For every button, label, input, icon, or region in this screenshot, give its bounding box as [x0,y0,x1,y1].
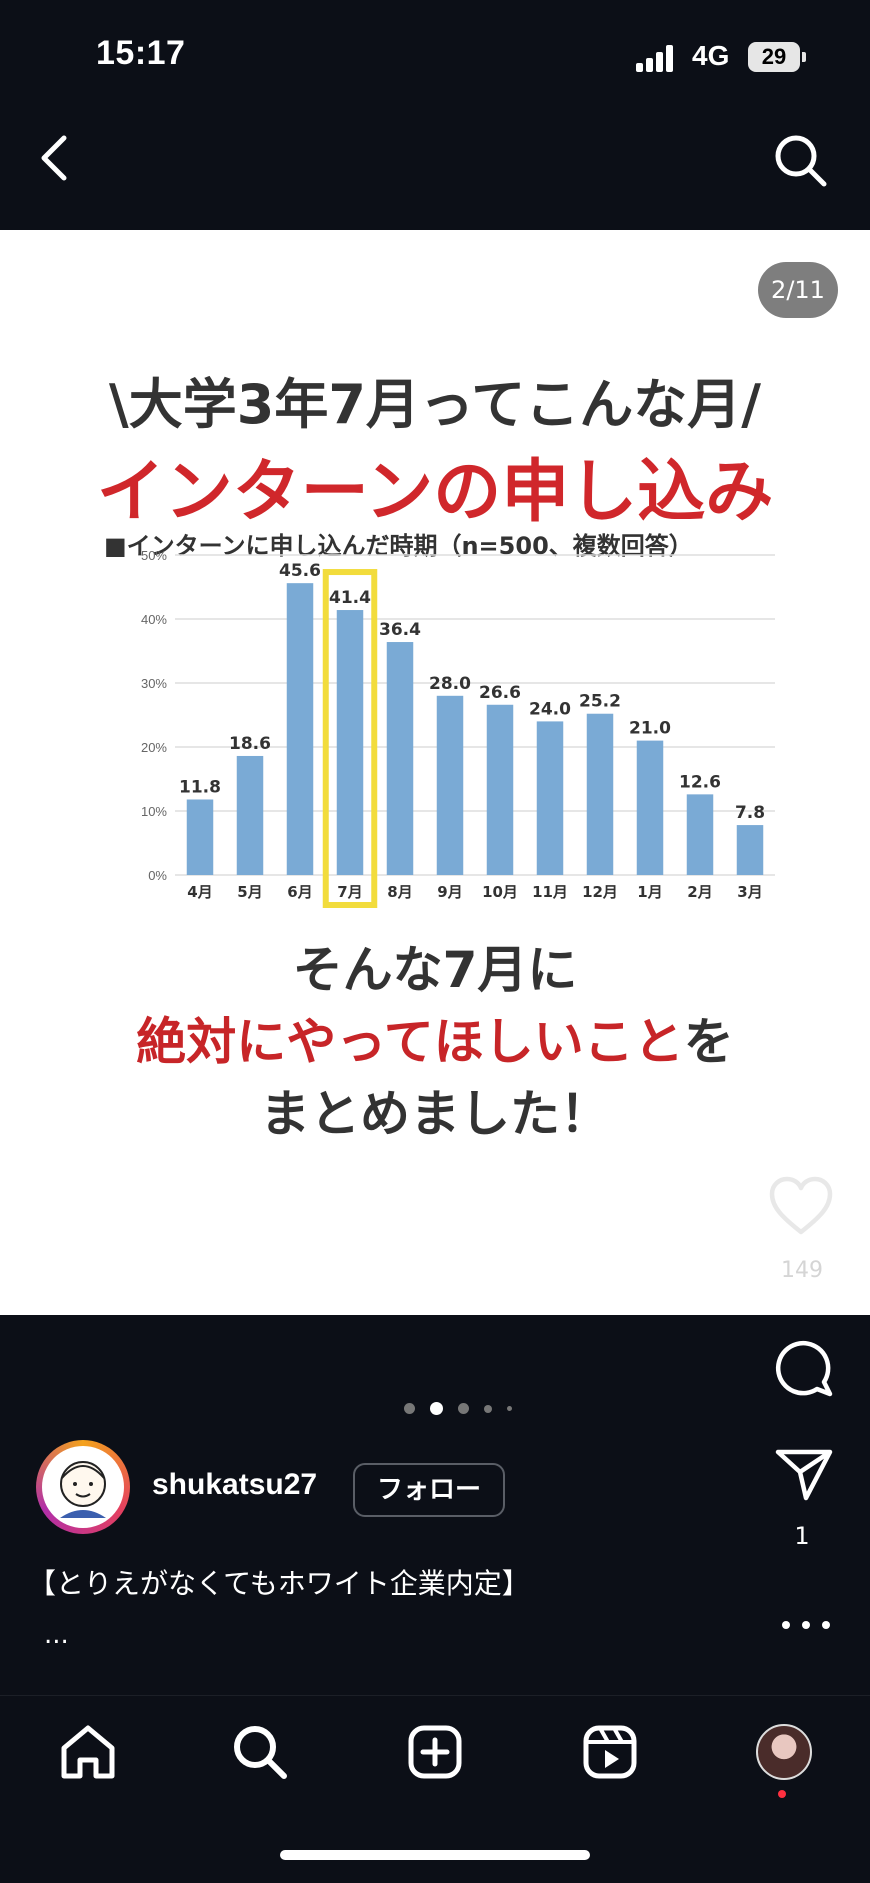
reels-icon[interactable] [580,1722,640,1782]
create-post-icon[interactable] [405,1722,465,1782]
bar-chart: 0% 10% 20% 30% 40% 50% 11.8 4月 18.6 5月 45.6 6月 41.4 7… [141,548,775,908]
home-icon[interactable] [58,1722,118,1782]
carousel-counter: 2/11 [758,262,838,318]
post-headline-red: インターンの申し込み [96,453,774,532]
search-icon[interactable] [772,132,828,188]
chart-data-label: 21.0 [629,719,671,739]
post-image[interactable] [0,230,870,1315]
chart-bar [636,740,664,875]
chart-y-tick-label: 0% [148,868,167,883]
more-options-icon[interactable] [778,1618,834,1632]
notification-dot [778,1790,786,1798]
chart-x-tick-label: 10月 [482,883,518,901]
carousel-dot [458,1403,470,1414]
carousel-dot [484,1404,493,1413]
chart-data-label: 12.6 [679,772,721,792]
back-arrow-icon[interactable] [36,134,76,182]
chart-bar [286,583,314,875]
chart-x-tick-label: 6月 [287,883,312,901]
post-subtext-1: そんな7月に [292,941,578,999]
chart-bar [536,721,564,875]
post-subtext-2-dark: を [683,1013,734,1071]
chart-data-label: 28.0 [429,674,471,694]
network-type: 4G [692,40,730,71]
chart-highlight-box [322,569,378,908]
battery-level: 29 [748,42,800,72]
chart-bar [686,794,714,875]
chart-data-label: 45.6 [279,561,321,581]
post-headline: \大学3年7月ってこんな月/ [109,373,761,436]
post-subtext-2-red: 絶対にやってほしいこと [136,1013,684,1071]
chart-bar [486,704,514,875]
chart-x-tick-label: 12月 [582,883,618,901]
like-count: 149 [781,1258,823,1283]
chart-y-tick-label: 20% [141,740,167,755]
post-subtext-2: 絶対にやってほしいことを [0,1002,870,1074]
chart-y-tick-label: 10% [141,804,167,819]
chart-data-label: 18.6 [229,734,271,754]
search-tab-icon[interactable] [230,1722,290,1782]
status-time: 15:17 [96,34,186,72]
username[interactable]: shukatsu27 [152,1468,318,1501]
chart-data-label: 7.8 [735,803,765,823]
chart-x-tick-label: 9月 [437,883,462,901]
carousel-dots [404,1398,522,1415]
share-count: 1 [794,1522,810,1550]
chart-data-label: 26.6 [479,683,521,703]
comment-icon[interactable] [774,1338,834,1398]
chart-data-label: 36.4 [379,620,421,640]
battery-icon: 29 [748,42,806,72]
chart-bar [436,695,464,875]
heart-icon[interactable] [768,1176,834,1236]
avatar-illustration-icon [60,1461,106,1518]
chart-data-label: 25.2 [579,692,621,712]
share-paper-plane-icon[interactable] [774,1446,834,1502]
avatar[interactable] [36,1440,130,1534]
chart-bar [236,755,264,875]
chart-y-tick-label: 50% [141,548,167,563]
chart-x-tick-label: 2月 [687,883,712,901]
chart-bar [586,713,614,875]
chart-x-tick-label: 8月 [387,883,412,901]
post-subtext-3: まとめました！ [260,1085,610,1143]
follow-button[interactable]: フォロー [353,1463,505,1517]
chart-x-tick-label: 1月 [637,883,662,901]
chart-x-tick-label: 4月 [187,883,212,901]
carousel-dot [404,1403,415,1414]
chart-y-tick-label: 40% [141,612,167,627]
chart-x-tick-label: 3月 [737,883,762,901]
chart-bar [336,610,364,875]
chart-bar [386,642,414,875]
chart-bar [186,799,214,875]
chart-bar [736,825,764,875]
chart-y-tick-label: 30% [141,676,167,691]
chart-x-tick-label: 7月 [337,883,362,901]
carousel-dot [507,1406,513,1411]
carousel-dot-active [430,1402,444,1415]
cellular-signal-icon [636,44,676,72]
home-indicator [280,1850,590,1860]
chart-x-tick-label: 5月 [237,883,262,901]
chart-data-label: 41.4 [329,588,371,608]
caption-text[interactable]: 【とりえがなくてもホワイト企業内定】 [28,1567,530,1600]
chart-data-label: 24.0 [529,699,571,719]
chart-x-tick-label: 11月 [532,883,568,901]
profile-tab-avatar[interactable] [756,1724,812,1780]
chart-data-label: 11.8 [179,777,221,797]
caption-more[interactable]: ... [44,1620,69,1650]
